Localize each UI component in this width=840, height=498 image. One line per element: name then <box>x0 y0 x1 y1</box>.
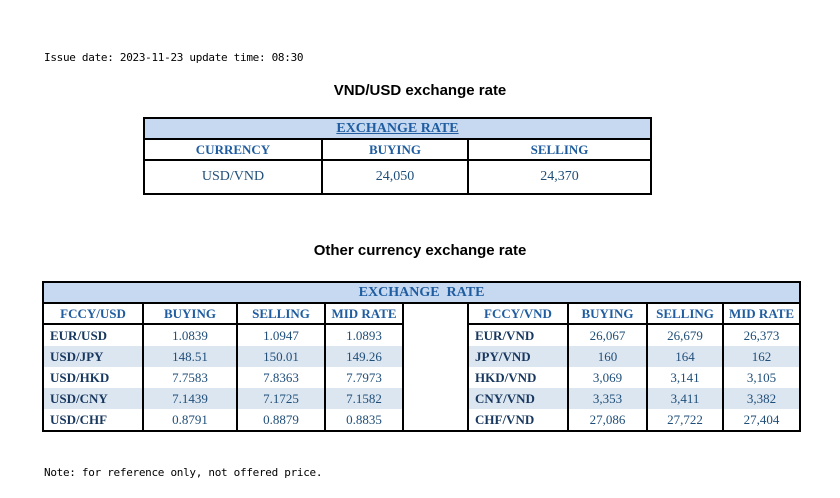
column-header-midrate-right: MID RATE <box>721 302 802 325</box>
buying-rate-cell: 3,069 <box>567 367 648 388</box>
pair-cell: EUR/USD <box>42 324 144 346</box>
table-row: USD/VND 24,050 24,370 <box>143 160 652 195</box>
column-header-fccy-vnd: FCCY/VND <box>467 302 569 325</box>
selling-rate-cell: 24,370 <box>467 160 652 195</box>
column-header-row: CURRENCY BUYING SELLING <box>143 138 652 161</box>
column-header-buying-right: BUYING <box>567 302 648 325</box>
column-header-currency: CURRENCY <box>143 138 323 161</box>
table-header-row: EXCHANGE RATE <box>41 281 802 304</box>
table-row: USD/JPY 148.51 150.01 149.26 JPY/VND 160… <box>42 346 802 367</box>
mid-rate-cell: 0.8835 <box>324 409 404 432</box>
exchange-rate-header: EXCHANGE RATE <box>143 117 652 140</box>
selling-rate-cell: 7.1725 <box>236 388 326 409</box>
buying-rate-cell: 7.7583 <box>142 367 238 388</box>
mid-rate-cell: 7.1582 <box>324 388 404 409</box>
selling-rate-cell: 0.8879 <box>236 409 326 432</box>
mid-rate-cell: 7.7973 <box>324 367 404 388</box>
buying-rate-cell: 160 <box>567 346 648 367</box>
buying-rate-cell: 27,086 <box>567 409 648 432</box>
pair-cell: HKD/VND <box>467 367 569 388</box>
note-text: Note: for reference only, not offered pr… <box>44 466 323 479</box>
pair-cell: USD/CNY <box>42 388 144 409</box>
mid-rate-cell: 149.26 <box>324 346 404 367</box>
mid-rate-cell: 3,382 <box>721 388 802 409</box>
pair-cell: USD/CHF <box>42 409 144 432</box>
selling-rate-cell: 164 <box>646 346 724 367</box>
column-header-buying-left: BUYING <box>142 302 238 325</box>
selling-rate-cell: 1.0947 <box>236 324 326 346</box>
pair-cell: USD/JPY <box>42 346 144 367</box>
exchange-rate-header: EXCHANGE RATE <box>41 281 802 304</box>
table-row: USD/HKD 7.7583 7.8363 7.7973 HKD/VND 3,0… <box>42 367 802 388</box>
pair-cell: EUR/VND <box>467 324 569 346</box>
column-header-selling-left: SELLING <box>236 302 326 325</box>
other-table-title: Other currency exchange rate <box>313 242 527 259</box>
selling-rate-cell: 3,411 <box>646 388 724 409</box>
column-header-row: FCCY/USD BUYING SELLING MID RATE FCCY/VN… <box>42 302 802 432</box>
exchange-rate-header-label: EXCHANGE RATE <box>336 120 459 136</box>
other-currency-exchange-rate-table: EXCHANGE RATE FCCY/USD BUYING SELLING MI… <box>41 281 802 432</box>
table-row: EUR/USD 1.0839 1.0947 1.0893 EUR/VND 26,… <box>42 324 802 346</box>
buying-rate-cell: 24,050 <box>321 160 469 195</box>
buying-rate-cell: 0.8791 <box>142 409 238 432</box>
selling-rate-cell: 150.01 <box>236 346 326 367</box>
pair-cell: CNY/VND <box>467 388 569 409</box>
currency-cell: USD/VND <box>143 160 323 195</box>
mid-rate-cell: 26,373 <box>721 324 802 346</box>
pair-cell: CHF/VND <box>467 409 569 432</box>
pair-cell: JPY/VND <box>467 346 569 367</box>
table-row: USD/CHF 0.8791 0.8879 0.8835 CHF/VND 27,… <box>42 409 802 432</box>
table-row: USD/CNY 7.1439 7.1725 7.1582 CNY/VND 3,3… <box>42 388 802 409</box>
mid-rate-cell: 1.0893 <box>324 324 404 346</box>
mid-rate-cell: 3,105 <box>721 367 802 388</box>
table-gap-column <box>402 303 469 432</box>
buying-rate-cell: 3,353 <box>567 388 648 409</box>
column-header-buying: BUYING <box>321 138 469 161</box>
column-header-selling: SELLING <box>467 138 652 161</box>
mid-rate-cell: 27,404 <box>721 409 802 432</box>
buying-rate-cell: 1.0839 <box>142 324 238 346</box>
buying-rate-cell: 148.51 <box>142 346 238 367</box>
usd-table-title: VND/USD exchange rate <box>333 82 507 99</box>
selling-rate-cell: 27,722 <box>646 409 724 432</box>
mid-rate-cell: 162 <box>721 346 802 367</box>
pair-cell: USD/HKD <box>42 367 144 388</box>
selling-rate-cell: 7.8363 <box>236 367 326 388</box>
column-header-fccy-usd: FCCY/USD <box>42 302 144 325</box>
buying-rate-cell: 7.1439 <box>142 388 238 409</box>
selling-rate-cell: 3,141 <box>646 367 724 388</box>
selling-rate-cell: 26,679 <box>646 324 724 346</box>
column-header-selling-right: SELLING <box>646 302 724 325</box>
usd-vnd-exchange-rate-table: EXCHANGE RATE CURRENCY BUYING SELLING US… <box>143 117 652 195</box>
column-header-midrate-left: MID RATE <box>324 302 404 325</box>
table-header-row: EXCHANGE RATE <box>143 117 652 140</box>
issue-date-text: Issue date: 2023-11-23 update time: 08:3… <box>44 51 304 64</box>
buying-rate-cell: 26,067 <box>567 324 648 346</box>
